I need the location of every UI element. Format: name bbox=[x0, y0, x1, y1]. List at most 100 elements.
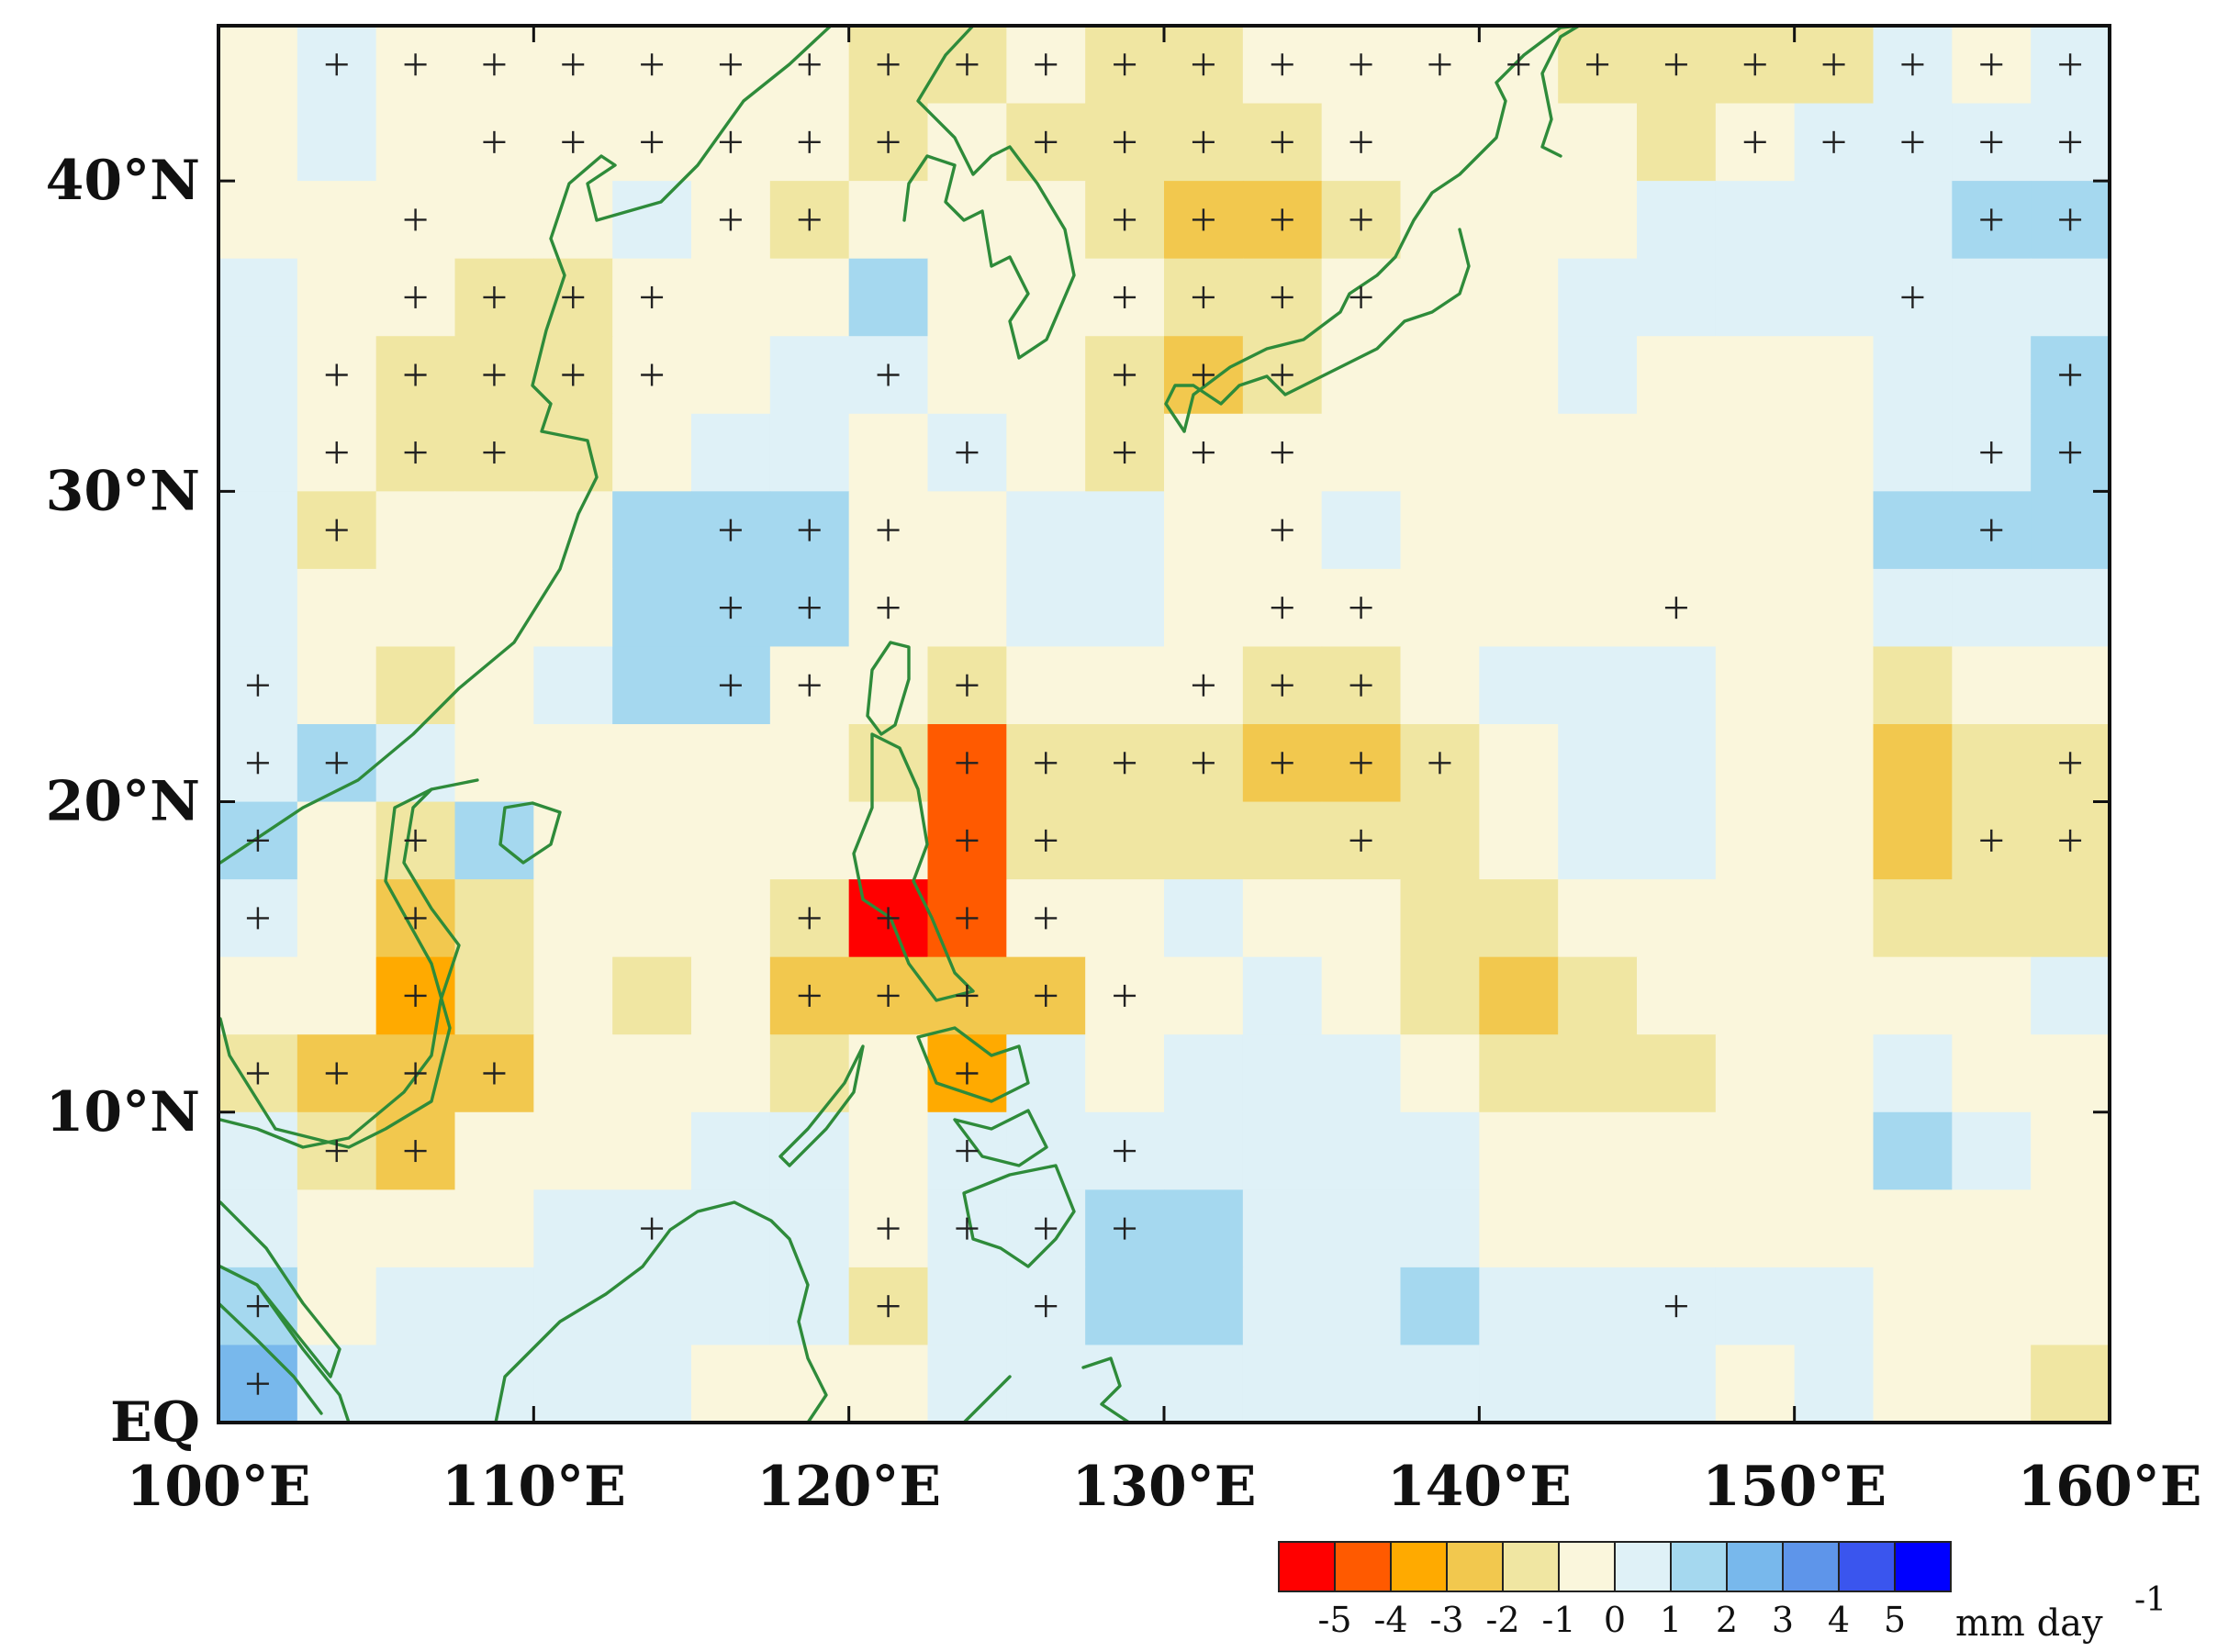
significance-plus bbox=[562, 285, 585, 308]
significance-plus bbox=[1114, 1140, 1136, 1163]
significance-plus bbox=[2138, 830, 2160, 852]
grid-cell bbox=[1637, 103, 1717, 182]
grid-cell bbox=[454, 724, 534, 803]
significance-plus bbox=[2138, 208, 2160, 230]
significance-plus bbox=[325, 1062, 348, 1085]
grid-cell bbox=[1873, 568, 1953, 648]
grid-cell bbox=[1164, 1111, 1244, 1190]
grid-cell bbox=[1794, 1345, 1875, 1423]
significance-plus bbox=[798, 984, 821, 1007]
significance-plus bbox=[1035, 53, 1058, 76]
grid-cell bbox=[1952, 879, 2032, 958]
grid-cell bbox=[691, 258, 771, 337]
significance-plus bbox=[2059, 441, 2082, 464]
grid-cell bbox=[297, 258, 377, 337]
significance-plus bbox=[956, 1062, 979, 1085]
grid-cell bbox=[1794, 1034, 1875, 1113]
grid-cell bbox=[1637, 336, 1717, 415]
grid-cell bbox=[1794, 568, 1875, 648]
grid-cell bbox=[2110, 1345, 2189, 1423]
grid-cell bbox=[1715, 1345, 1796, 1423]
grid-cell bbox=[2031, 956, 2110, 1035]
grid-cell bbox=[1558, 1189, 1638, 1268]
grid-cell bbox=[612, 724, 692, 803]
grid-cell bbox=[1637, 801, 1717, 880]
grid-cell bbox=[2031, 1111, 2110, 1190]
grid-cell bbox=[218, 1189, 298, 1268]
significance-plus bbox=[404, 208, 427, 231]
grid-cell bbox=[1715, 413, 1796, 492]
grid-cell bbox=[1006, 1111, 1086, 1190]
significance-plus bbox=[325, 53, 348, 76]
legend-tick-label: 3 bbox=[1772, 1600, 1794, 1640]
significance-plus bbox=[641, 1217, 664, 1240]
significance-plus bbox=[877, 53, 900, 76]
grid-cell bbox=[1558, 568, 1638, 648]
grid-cell bbox=[612, 1345, 692, 1423]
grid-cell bbox=[612, 181, 692, 260]
grid-cell bbox=[1637, 1345, 1717, 1423]
significance-plus bbox=[325, 519, 348, 541]
grid-cell bbox=[2110, 181, 2189, 259]
grid-cell bbox=[297, 801, 377, 880]
significance-plus bbox=[956, 441, 979, 464]
grid-cell bbox=[2189, 569, 2217, 647]
grid-cell bbox=[533, 1189, 613, 1268]
significance-plus bbox=[1192, 285, 1215, 308]
grid-cell bbox=[1637, 413, 1717, 492]
significance-plus bbox=[1980, 441, 2003, 464]
grid-cell bbox=[533, 1111, 613, 1190]
y-tick-label: 10°N bbox=[46, 1080, 200, 1144]
grid-cell bbox=[1637, 956, 1717, 1035]
grid-cell bbox=[533, 568, 613, 648]
grid-cell bbox=[1873, 181, 1953, 260]
grid-cell bbox=[454, 491, 534, 570]
grid-cell bbox=[1479, 646, 1559, 725]
grid-cell bbox=[218, 568, 298, 648]
grid-cell bbox=[533, 879, 613, 958]
grid-cell bbox=[1715, 1267, 1796, 1346]
grid-cell bbox=[848, 1034, 929, 1113]
grid-cell bbox=[1952, 956, 2032, 1035]
grid-cell bbox=[1400, 1034, 1480, 1113]
grid-cell bbox=[2189, 1189, 2217, 1267]
grid-cell bbox=[1715, 491, 1796, 570]
grid-cell bbox=[1242, 879, 1323, 958]
grid-cell bbox=[1873, 956, 1953, 1035]
legend-tick-label: 2 bbox=[1716, 1600, 1738, 1640]
significance-plus bbox=[1349, 752, 1372, 775]
significance-plus bbox=[1192, 53, 1215, 76]
grid-cell bbox=[1085, 646, 1165, 725]
grid-cell bbox=[2110, 1034, 2189, 1112]
grid-cell bbox=[1400, 1345, 1480, 1423]
significance-plus bbox=[404, 1062, 427, 1085]
significance-plus bbox=[1114, 752, 1136, 775]
grid-cell bbox=[927, 103, 1007, 182]
grid-cell bbox=[1715, 646, 1796, 725]
significance-plus bbox=[1192, 674, 1215, 697]
grid-cell bbox=[1006, 568, 1086, 648]
grid-cell bbox=[769, 1111, 850, 1190]
grid-cell bbox=[1400, 1267, 1480, 1346]
grid-cell bbox=[927, 568, 1007, 648]
grid-cell bbox=[1006, 181, 1086, 260]
grid-cell bbox=[2189, 181, 2217, 259]
grid-cell bbox=[1794, 258, 1875, 337]
grid-cell bbox=[848, 413, 929, 492]
y-tick-label: 20°N bbox=[46, 770, 200, 834]
grid-cell bbox=[375, 646, 456, 725]
grid-cell bbox=[1715, 258, 1796, 337]
grid-cell bbox=[691, 956, 771, 1035]
significance-plus bbox=[1743, 53, 1766, 76]
significance-plus bbox=[2138, 752, 2160, 774]
grid-cell bbox=[1715, 1111, 1796, 1190]
x-tick-label: 140°E bbox=[1387, 1455, 1572, 1519]
grid-cell bbox=[1952, 724, 2032, 803]
grid-cell bbox=[927, 1345, 1007, 1423]
significance-plus bbox=[1980, 208, 2003, 231]
grid-cell bbox=[848, 724, 929, 803]
grid-cell bbox=[2110, 26, 2189, 104]
grid-cell bbox=[1715, 724, 1796, 803]
significance-plus bbox=[1114, 285, 1136, 308]
units-superscript: -1 bbox=[2134, 1581, 2167, 1619]
